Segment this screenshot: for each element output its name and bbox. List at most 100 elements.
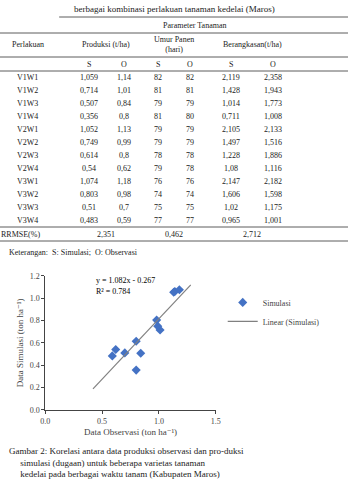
svg-text:1,497: 1,497 bbox=[222, 138, 240, 147]
svg-text:0,507: 0,507 bbox=[80, 99, 98, 108]
svg-text:0,714: 0,714 bbox=[80, 86, 98, 95]
svg-text:1,074: 1,074 bbox=[80, 177, 98, 186]
svg-text:1,052: 1,052 bbox=[80, 125, 98, 134]
svg-text:78: 78 bbox=[186, 164, 194, 173]
svg-text:2,105: 2,105 bbox=[222, 125, 240, 134]
svg-text:81: 81 bbox=[154, 86, 162, 95]
svg-text:2,358: 2,358 bbox=[264, 73, 282, 82]
svg-text:1,428: 1,428 bbox=[222, 86, 240, 95]
svg-text:1.2: 1.2 bbox=[30, 272, 40, 281]
svg-text:1.0: 1.0 bbox=[154, 417, 164, 426]
svg-text:Data Simulasi (ton ha⁻¹): Data Simulasi (ton ha⁻¹) bbox=[15, 298, 25, 387]
svg-text:0,614: 0,614 bbox=[80, 151, 98, 160]
svg-text:81: 81 bbox=[186, 86, 194, 95]
svg-text:2,351: 2,351 bbox=[97, 230, 115, 239]
svg-text:77: 77 bbox=[186, 216, 194, 225]
svg-text:79: 79 bbox=[154, 164, 162, 173]
svg-text:S: S bbox=[156, 60, 160, 69]
svg-text:1,116: 1,116 bbox=[264, 164, 282, 173]
svg-text:77: 77 bbox=[154, 216, 162, 225]
svg-text:79: 79 bbox=[186, 125, 194, 134]
svg-text:0,711: 0,711 bbox=[222, 112, 240, 121]
svg-text:V2W1: V2W1 bbox=[17, 125, 38, 134]
svg-text:0,356: 0,356 bbox=[80, 112, 98, 121]
svg-text:S: S bbox=[229, 60, 233, 69]
svg-text:S: S bbox=[87, 60, 91, 69]
svg-text:V2W3: V2W3 bbox=[17, 151, 38, 160]
svg-text:1,01: 1,01 bbox=[117, 86, 131, 95]
svg-text:2,133: 2,133 bbox=[264, 125, 282, 134]
svg-text:O: O bbox=[187, 60, 193, 69]
svg-text:O: O bbox=[121, 60, 127, 69]
svg-text:V1W3: V1W3 bbox=[17, 99, 38, 108]
svg-text:berbagai kombinasi perlakuan t: berbagai kombinasi perlakuan tanaman ked… bbox=[74, 4, 275, 14]
svg-text:76: 76 bbox=[154, 177, 162, 186]
svg-text:0,59: 0,59 bbox=[117, 216, 131, 225]
svg-text:V1W4: V1W4 bbox=[17, 112, 38, 121]
svg-text:Parameter Tanaman: Parameter Tanaman bbox=[163, 21, 226, 30]
svg-text:74: 74 bbox=[154, 190, 162, 199]
svg-text:1,886: 1,886 bbox=[264, 151, 282, 160]
svg-text:0,98: 0,98 bbox=[117, 190, 131, 199]
svg-text:75: 75 bbox=[154, 203, 162, 212]
svg-text:1.5: 1.5 bbox=[211, 417, 221, 426]
svg-text:O: O bbox=[270, 60, 276, 69]
svg-text:1,059: 1,059 bbox=[80, 73, 98, 82]
svg-text:1,228: 1,228 bbox=[222, 151, 240, 160]
svg-text:0,54: 0,54 bbox=[82, 164, 96, 173]
svg-text:79: 79 bbox=[186, 138, 194, 147]
svg-text:79: 79 bbox=[154, 138, 162, 147]
svg-text:0.5: 0.5 bbox=[97, 417, 107, 426]
svg-text:Simulasi: Simulasi bbox=[263, 299, 292, 308]
svg-text:2,712: 2,712 bbox=[243, 230, 261, 239]
svg-text:2,147: 2,147 bbox=[222, 177, 240, 186]
svg-text:1,02: 1,02 bbox=[224, 203, 238, 212]
svg-text:Linear (Simulasi): Linear (Simulasi) bbox=[263, 318, 320, 327]
svg-text:V1W2: V1W2 bbox=[17, 86, 38, 95]
svg-text:82: 82 bbox=[154, 73, 162, 82]
svg-text:1.0: 1.0 bbox=[30, 294, 40, 303]
svg-text:Produksi (t/ha): Produksi (t/ha) bbox=[82, 40, 130, 49]
svg-text:0.2: 0.2 bbox=[30, 383, 40, 392]
svg-text:V3W1: V3W1 bbox=[17, 177, 38, 186]
svg-text:1,008: 1,008 bbox=[264, 112, 282, 121]
svg-text:0,8: 0,8 bbox=[119, 112, 129, 121]
svg-text:V3W4: V3W4 bbox=[17, 216, 38, 225]
svg-text:0.0: 0.0 bbox=[40, 417, 50, 426]
svg-text:76: 76 bbox=[186, 177, 194, 186]
svg-text:80: 80 bbox=[186, 112, 194, 121]
svg-text:Umur Panen(hari): Umur Panen(hari) bbox=[154, 35, 194, 54]
svg-text:1,175: 1,175 bbox=[264, 203, 282, 212]
svg-text:0,462: 0,462 bbox=[165, 230, 183, 239]
svg-text:0,965: 0,965 bbox=[222, 216, 240, 225]
svg-text:0,7: 0,7 bbox=[119, 203, 129, 212]
svg-text:75: 75 bbox=[186, 203, 194, 212]
svg-text:1,18: 1,18 bbox=[117, 177, 131, 186]
svg-text:Gambar 2: Korelasi antara data: Gambar 2: Korelasi antara data produksi … bbox=[9, 446, 244, 479]
svg-text:2,119: 2,119 bbox=[222, 73, 240, 82]
svg-text:78: 78 bbox=[154, 151, 162, 160]
svg-text:Keterangan: S: Simulasi; O:: Keterangan: S: Simulasi; O: Observasi bbox=[9, 248, 138, 257]
svg-text:0,8: 0,8 bbox=[119, 151, 129, 160]
svg-text:1,13: 1,13 bbox=[117, 125, 131, 134]
svg-text:0.8: 0.8 bbox=[30, 316, 40, 325]
svg-text:0.0: 0.0 bbox=[30, 406, 40, 415]
svg-text:V3W3: V3W3 bbox=[17, 203, 38, 212]
svg-text:1,598: 1,598 bbox=[264, 190, 282, 199]
svg-text:79: 79 bbox=[154, 99, 162, 108]
svg-text:V2W2: V2W2 bbox=[17, 138, 38, 147]
svg-text:0,99: 0,99 bbox=[117, 138, 131, 147]
svg-text:1,14: 1,14 bbox=[117, 73, 131, 82]
svg-text:0,62: 0,62 bbox=[117, 164, 131, 173]
svg-text:RRMSE(%): RRMSE(%) bbox=[1, 230, 40, 239]
svg-text:Data Observasi (ton ha⁻¹): Data Observasi (ton ha⁻¹) bbox=[84, 427, 177, 437]
svg-text:V2W4: V2W4 bbox=[17, 164, 38, 173]
svg-text:1,08: 1,08 bbox=[224, 164, 238, 173]
svg-text:74: 74 bbox=[186, 190, 194, 199]
svg-text:V3W2: V3W2 bbox=[17, 190, 38, 199]
svg-text:0,483: 0,483 bbox=[80, 216, 98, 225]
svg-text:1,516: 1,516 bbox=[264, 138, 282, 147]
svg-text:82: 82 bbox=[186, 73, 194, 82]
svg-text:0,84: 0,84 bbox=[117, 99, 131, 108]
svg-text:R² = 0.784: R² = 0.784 bbox=[96, 287, 130, 296]
